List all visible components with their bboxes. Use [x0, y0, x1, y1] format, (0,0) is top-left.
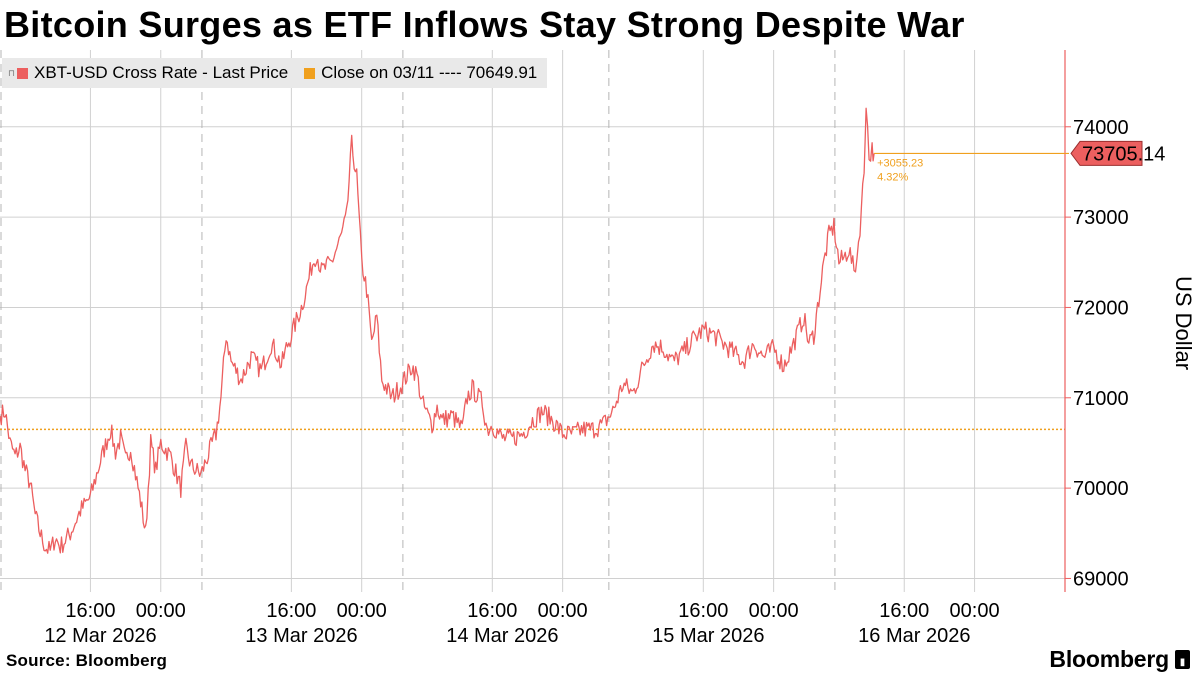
x-tick-label: 16:00	[467, 600, 517, 622]
x-tick-label: 00:00	[136, 600, 186, 622]
x-tick-label: 16:00	[879, 600, 929, 622]
legend: ⊓ XBT-USD Cross Rate - Last Price Close …	[2, 58, 548, 88]
x-tick-label: 16:00	[266, 600, 316, 622]
legend-label-close: Close on 03/11 ---- 70649.91	[321, 63, 538, 82]
y-axis-title: US Dollar	[1171, 276, 1196, 370]
x-date-label: 12 Mar 2026	[44, 625, 156, 647]
y-tick-label: 69000	[1073, 568, 1129, 590]
legend-label-price: XBT-USD Cross Rate - Last Price	[34, 63, 289, 82]
x-tick-label: 16:00	[65, 600, 115, 622]
y-tick-label: 70000	[1073, 478, 1129, 500]
y-tick-label: 73000	[1073, 207, 1129, 229]
x-tick-label: 00:00	[950, 600, 1000, 622]
x-date-label: 14 Mar 2026	[446, 625, 558, 647]
price-series-line	[0, 107, 875, 554]
x-tick-label: 00:00	[538, 600, 588, 622]
legend-swatch-close	[304, 67, 316, 79]
x-tick-label: 00:00	[337, 600, 387, 622]
x-date-label: 15 Mar 2026	[652, 625, 764, 647]
y-tick-label: 72000	[1073, 297, 1129, 319]
brand: Bloomberg ▮	[1049, 646, 1190, 673]
brand-logo: Bloomberg	[1049, 646, 1169, 672]
chart-title: Bitcoin Surges as ETF Inflows Stay Stron…	[4, 4, 965, 45]
change-pct-label: 4.32%	[877, 171, 908, 183]
bar-chart-icon: ▮	[1175, 650, 1190, 669]
change-abs-label: +3055.23	[877, 157, 923, 169]
legend-swatch-price	[17, 67, 29, 79]
legend-item-close: Close on 03/11 ---- 70649.91	[304, 63, 537, 83]
legend-pin-icon: ⊓	[8, 67, 16, 78]
x-date-label: 13 Mar 2026	[245, 625, 357, 647]
legend-item-price: ⊓ XBT-USD Cross Rate - Last Price	[8, 63, 288, 83]
source-note: Source: Bloomberg	[6, 651, 168, 670]
y-tick-label: 74000	[1073, 117, 1129, 139]
x-tick-label: 00:00	[749, 600, 799, 622]
last-value-badge	[1070, 140, 1143, 166]
x-tick-label: 16:00	[678, 600, 728, 622]
last-value-label: 73705.14	[1082, 143, 1165, 165]
x-date-label: 16 Mar 2026	[858, 625, 970, 647]
y-tick-label: 71000	[1073, 388, 1129, 410]
